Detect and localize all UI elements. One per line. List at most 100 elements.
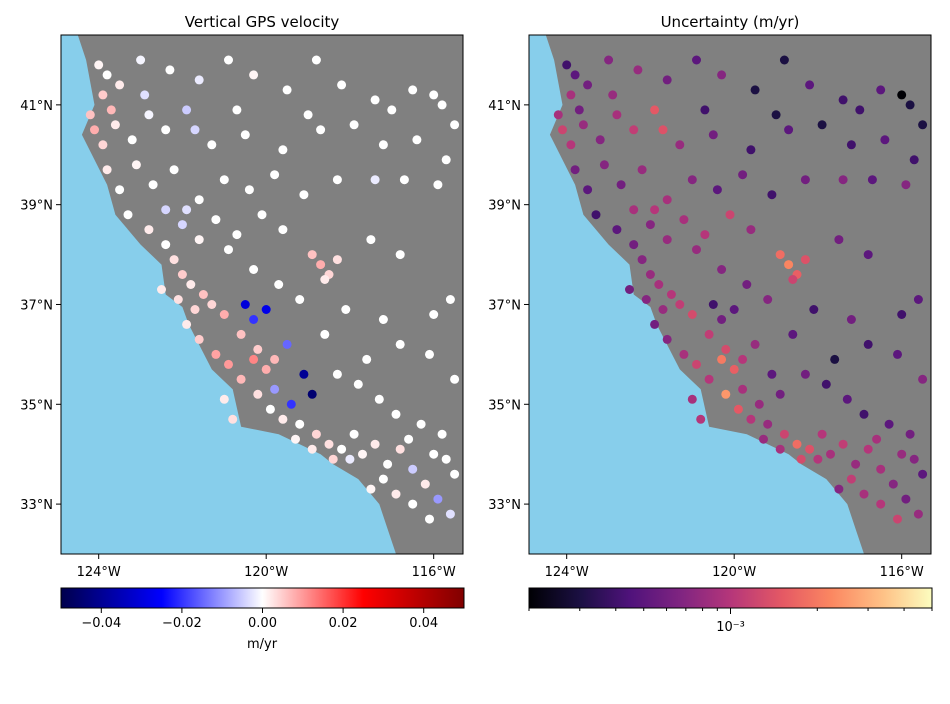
station-marker (425, 349, 434, 359)
station-marker (161, 125, 171, 135)
station-marker (838, 95, 848, 105)
station-marker (173, 295, 183, 304)
station-markers (85, 55, 460, 524)
station-marker (378, 315, 388, 324)
station-marker (299, 190, 309, 200)
station-marker (700, 230, 710, 240)
station-marker (211, 349, 221, 359)
station-marker (190, 125, 200, 135)
station-marker (102, 165, 112, 175)
colorbar: −0.04 −0.02 0.00 0.02 0.04 m/yr (60, 587, 465, 652)
station-marker (98, 140, 108, 150)
station-marker (232, 230, 242, 240)
station-marker (721, 344, 731, 354)
station-marker (905, 100, 915, 110)
station-marker (408, 85, 418, 95)
station-marker (332, 175, 342, 185)
station-marker (391, 489, 401, 499)
station-marker (817, 429, 827, 439)
station-marker (177, 270, 187, 279)
station-marker (553, 110, 563, 120)
x-axis-ticks: 124°W 120°W 116°W (545, 554, 924, 580)
station-marker (687, 394, 697, 404)
y-tick-label: 41°N (488, 99, 521, 114)
y-tick-label: 37°N (20, 298, 53, 313)
station-marker (378, 140, 388, 150)
station-marker (299, 369, 309, 379)
station-marker (425, 514, 434, 524)
station-marker (901, 180, 911, 190)
station-marker (450, 374, 460, 384)
station-marker (813, 454, 823, 464)
station-marker (345, 454, 355, 464)
station-marker (578, 120, 588, 130)
colorbar-ticks: 10⁻³ (528, 608, 933, 635)
station-marker (830, 354, 840, 364)
station-marker (800, 255, 810, 265)
station-marker (303, 110, 313, 120)
station-marker (332, 369, 342, 379)
station-marker (441, 454, 451, 464)
station-marker (161, 240, 171, 250)
station-marker (353, 379, 363, 389)
station-marker (876, 499, 886, 509)
station-marker (420, 479, 430, 489)
station-marker (558, 125, 567, 135)
station-marker (429, 449, 439, 459)
station-marker (800, 175, 810, 185)
station-marker (98, 90, 108, 100)
station-marker (846, 474, 856, 484)
station-marker (650, 205, 660, 215)
station-marker (249, 315, 259, 324)
station-marker (712, 185, 722, 195)
station-marker (641, 295, 651, 304)
station-marker (182, 319, 192, 329)
station-marker (821, 379, 831, 389)
station-marker (599, 160, 609, 170)
station-marker (270, 354, 280, 364)
station-marker (349, 429, 359, 439)
station-marker (207, 140, 217, 150)
station-marker (90, 125, 99, 135)
station-marker (278, 414, 288, 424)
station-marker (395, 339, 405, 349)
station-marker (316, 125, 326, 135)
station-marker (391, 409, 401, 419)
station-marker (637, 165, 647, 175)
station-marker (700, 105, 710, 115)
station-marker (94, 60, 104, 70)
station-marker (767, 369, 777, 379)
map-frame (60, 34, 464, 555)
station-marker (779, 429, 789, 439)
station-marker (194, 195, 204, 205)
station-marker (570, 70, 580, 80)
station-marker (328, 454, 338, 464)
station-marker (224, 245, 233, 255)
station-marker (429, 310, 439, 319)
station-marker (708, 300, 718, 309)
station-marker (645, 220, 655, 230)
station-markers (553, 55, 928, 524)
station-marker (817, 120, 827, 130)
station-marker (604, 55, 614, 65)
station-marker (675, 300, 685, 309)
station-marker (169, 255, 179, 265)
station-marker (893, 349, 902, 359)
station-marker (148, 180, 158, 190)
station-marker (897, 449, 907, 459)
station-marker (901, 494, 911, 504)
station-marker (270, 170, 280, 180)
x-tick-label: 120°W (244, 565, 288, 580)
station-marker (650, 105, 660, 115)
station-marker (855, 105, 865, 115)
station-marker (224, 359, 233, 369)
station-marker (754, 399, 764, 409)
station-marker (337, 80, 347, 90)
station-marker (278, 145, 288, 155)
station-marker (110, 120, 120, 130)
station-marker (859, 409, 869, 419)
station-marker (834, 235, 844, 245)
station-marker (211, 215, 221, 225)
station-marker (562, 60, 572, 70)
station-marker (876, 464, 886, 474)
